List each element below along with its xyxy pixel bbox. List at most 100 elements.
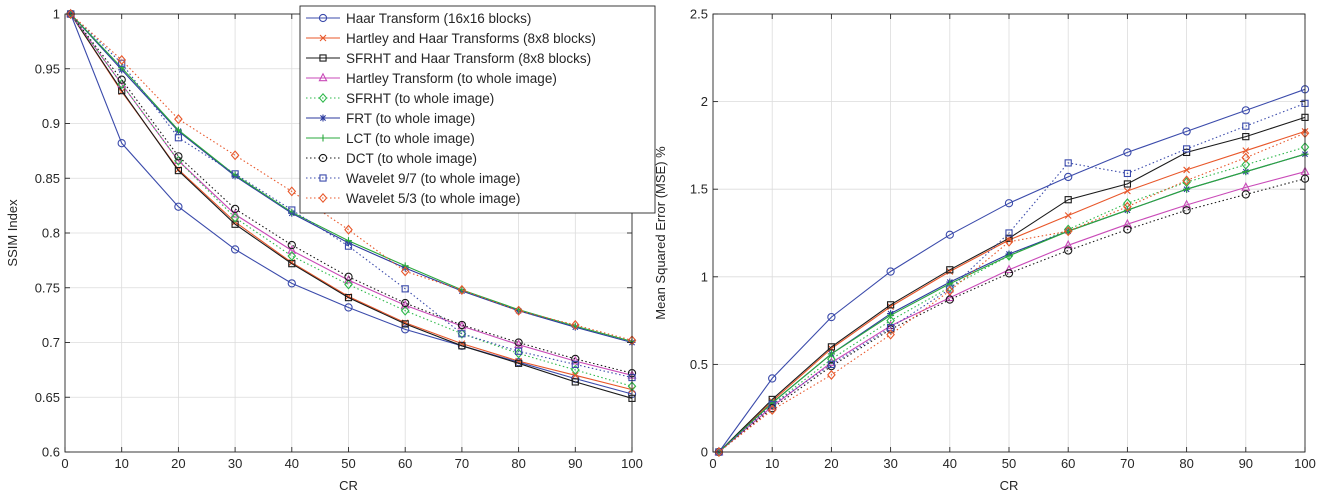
data-point [1064,159,1072,167]
x-tick-label: 70 [1120,456,1134,471]
data-point [344,224,353,235]
legend-label: Hartley and Haar Transforms (8x8 blocks) [346,31,596,46]
data-point [1005,236,1013,244]
x-tick-label: 0 [61,456,68,471]
legend-label: Haar Transform (16x16 blocks) [346,11,531,26]
data-point [401,320,409,328]
series-hartley-and-haar-transforms-8x8-blocks [715,127,1309,456]
legend-label: SFRHT and Haar Transform (8x8 blocks) [346,51,591,66]
data-point [1182,206,1191,215]
data-point [174,114,183,125]
data-point [118,64,126,72]
data-point [230,208,240,218]
data-point [886,267,895,276]
data-point [287,186,297,197]
data-point [458,286,466,294]
legend-entry: Wavelet 5/3 (to whole image) [306,191,520,206]
data-point [117,139,126,148]
data-point [1063,239,1073,249]
data-point [457,320,467,330]
data-point [117,54,127,66]
data-point [1123,169,1132,178]
data-point [827,343,836,351]
data-point [1064,196,1072,204]
data-point [1242,147,1250,155]
data-point [571,354,580,364]
series-line [70,13,633,395]
chart-panel-2: 0 10 20 30 40 50 60 70 80 90 100 0 0.5 1 1.5 2 2.5 CR Mean… [653,7,1316,494]
data-point [457,328,467,339]
data-point [401,325,410,334]
data-point [571,378,579,386]
legend: Haar Transform (16x16 blocks) Hartley and… [299,5,656,214]
y-tick-label: 0.9 [42,116,60,131]
data-point [287,250,297,262]
series-line [70,13,633,374]
legend-label: LCT (to whole image) [346,131,475,146]
series-line [718,88,1306,453]
x-tick-label: 80 [1179,456,1193,471]
data-point [1005,252,1013,260]
data-point [1241,152,1251,163]
legend-marker [318,72,328,82]
data-point [344,279,353,290]
data-point [344,293,353,302]
data-point [174,152,183,161]
x-tick-label: 10 [765,456,779,471]
data-point [230,204,240,214]
data-point [1004,199,1014,208]
data-point [231,170,239,178]
data-point [1182,175,1191,186]
series-line [718,102,1306,453]
data-point [886,329,895,340]
data-point [945,295,954,304]
x-axis-label: CR [339,478,358,493]
legend-label: SFRHT (to whole image) [346,91,494,106]
data-point [1182,127,1191,136]
y-tick-label: 0.8 [42,226,60,241]
data-point [400,299,410,309]
y-tick-label: 0.5 [690,357,708,372]
x-tick-label: 0 [709,456,716,471]
legend-marker [318,153,328,163]
data-point [571,360,579,369]
data-point [1241,182,1251,191]
legend-label: DCT (to whole image) [346,151,477,166]
legend-marker [319,54,327,62]
data-point [827,354,836,365]
data-point [1004,269,1014,278]
data-point [514,338,523,347]
series-line [70,13,633,399]
y-tick-label: 1.5 [690,182,708,197]
legend-label: Wavelet 5/3 (to whole image) [346,191,520,206]
data-point [1242,122,1250,130]
data-point [828,345,835,353]
data-point [1182,199,1192,209]
x-tick-label: 80 [511,456,525,471]
data-point [1124,187,1131,195]
data-point [767,404,777,415]
data-point [457,284,467,295]
x-tick-label: 70 [455,456,469,471]
data-point [287,240,296,250]
data-point [401,298,410,308]
series-lct-to-whole-image [715,150,1309,456]
data-point [400,266,410,277]
x-tick-label: 20 [171,456,185,471]
data-point [945,285,955,296]
x-tick-label: 60 [398,456,412,471]
legend-entry: LCT (to whole image) [306,131,475,146]
data-point [1064,172,1073,182]
data-point [401,262,409,270]
data-point [1123,225,1132,234]
legend-marker [319,134,327,142]
data-point [1063,226,1073,237]
series-line [718,178,1306,453]
data-point [1242,168,1250,176]
legend-label: Wavelet 9/7 (to whole image) [346,171,520,186]
data-point [344,242,353,250]
data-point [514,359,523,367]
data-point [714,446,724,458]
data-point [827,360,836,369]
data-point [1183,166,1190,174]
